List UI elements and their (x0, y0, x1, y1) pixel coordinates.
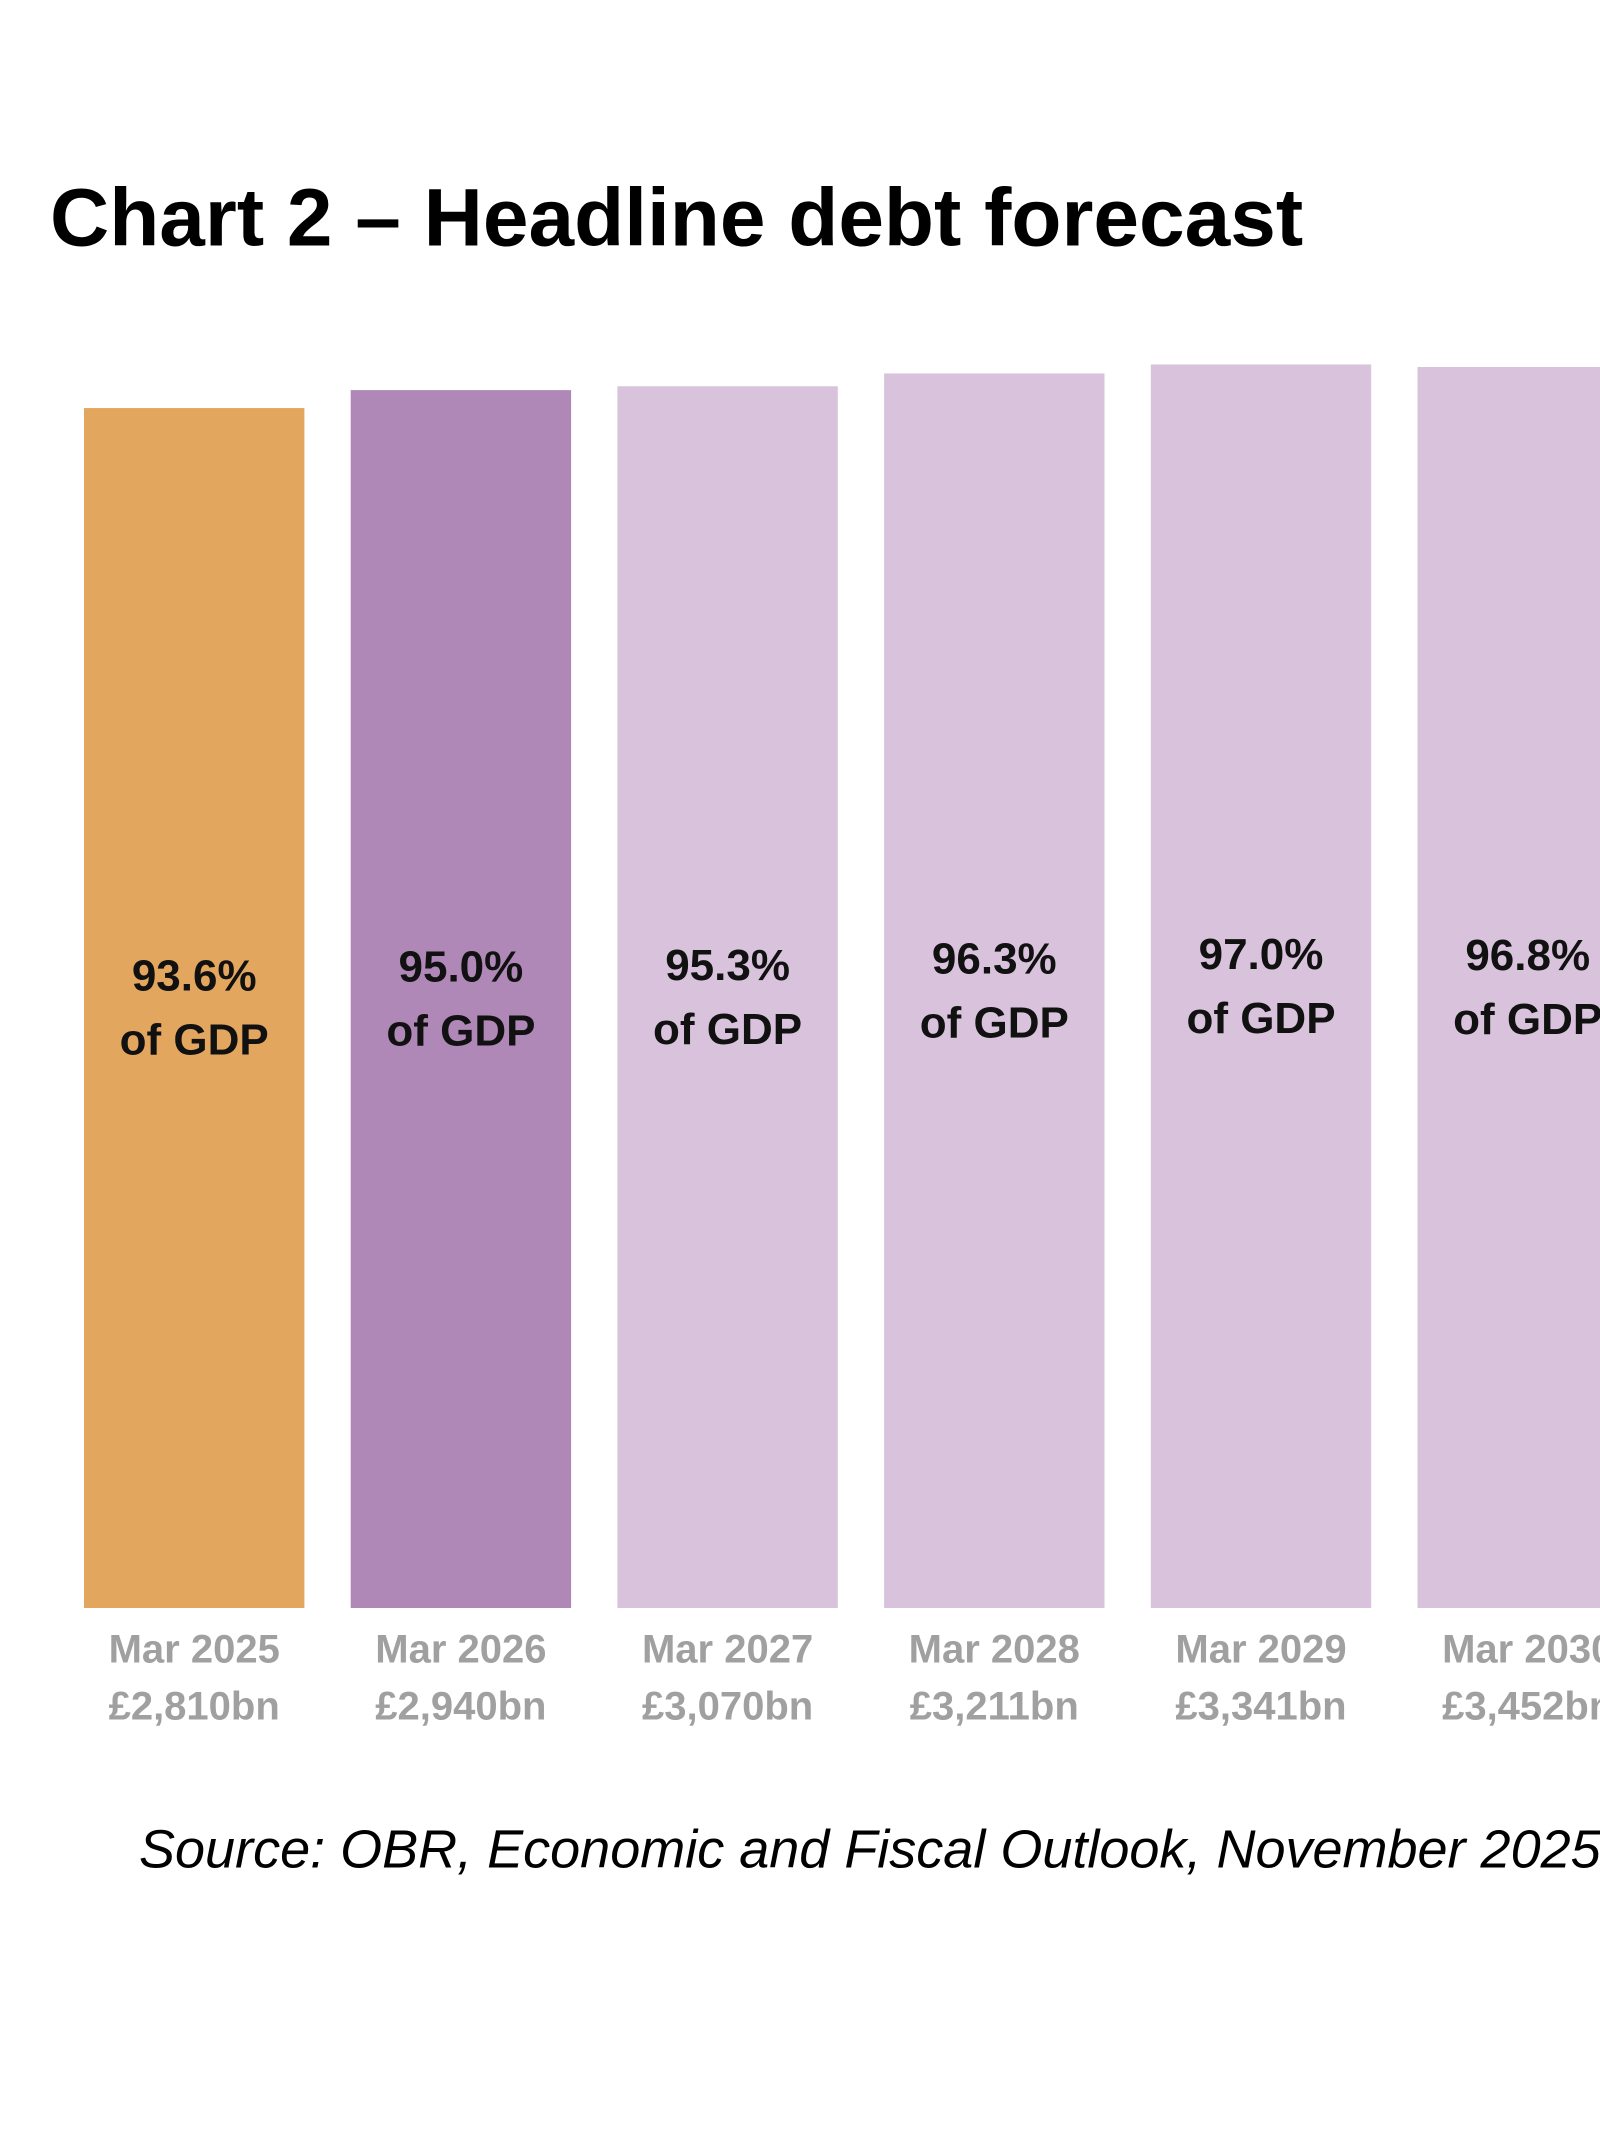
bar (617, 386, 838, 1608)
bar (350, 390, 572, 1609)
value-label-suffix: of GDP (386, 1007, 535, 1056)
value-label: 96.3% (932, 934, 1057, 983)
value-label: 96.8% (1465, 931, 1590, 980)
x-tick-sublabel: £3,452bn (1442, 1685, 1600, 1729)
value-label-suffix: of GDP (920, 998, 1069, 1047)
source-note: Source: OBR, Economic and Fiscal Outlook… (139, 1819, 1600, 1879)
bar (884, 373, 1105, 1609)
value-label: 97.0% (1199, 930, 1324, 979)
x-tick-sublabel: £2,940bn (375, 1685, 546, 1729)
value-label-suffix: of GDP (1186, 994, 1335, 1043)
value-label: 93.6% (132, 952, 257, 1001)
chart-title: Chart 2 – Headline debt forecast (50, 173, 1303, 264)
x-tick-sublabel: £3,341bn (1175, 1685, 1346, 1729)
x-tick-label: Mar 2025 (109, 1628, 280, 1672)
x-tick-label: Mar 2026 (375, 1628, 546, 1672)
value-label: 95.3% (665, 941, 790, 990)
x-tick-sublabel: £3,070bn (642, 1685, 813, 1729)
value-label-suffix: of GDP (653, 1005, 802, 1054)
bar (1150, 364, 1372, 1609)
x-tick-label: Mar 2030 (1442, 1628, 1600, 1672)
bar (84, 408, 305, 1609)
x-tick-label: Mar 2027 (642, 1628, 813, 1672)
value-label-suffix: of GDP (120, 1016, 269, 1065)
x-tick-label: Mar 2029 (1175, 1628, 1346, 1672)
x-tick-sublabel: £2,810bn (109, 1685, 280, 1729)
bar (1417, 367, 1600, 1609)
value-label: 95.0% (399, 943, 524, 992)
x-tick-label: Mar 2028 (909, 1628, 1080, 1672)
x-tick-sublabel: £3,211bn (910, 1685, 1079, 1729)
value-label-suffix: of GDP (1453, 995, 1600, 1044)
